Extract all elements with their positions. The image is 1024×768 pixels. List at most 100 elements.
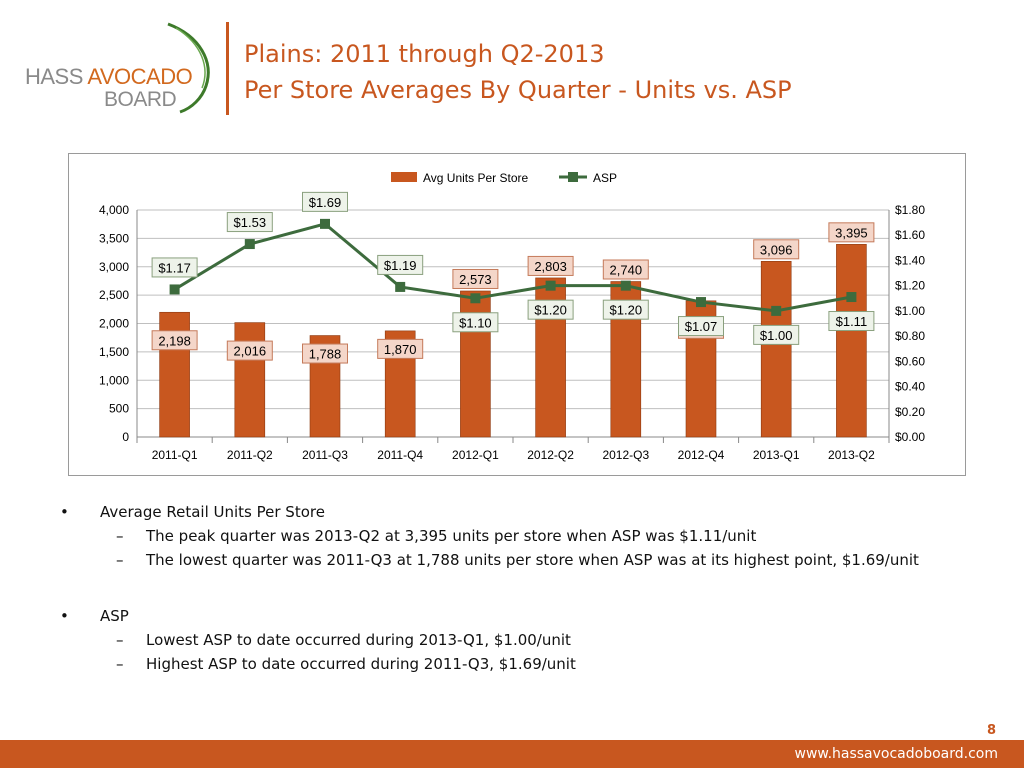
dash-glyph: – <box>116 551 124 569</box>
logo-line-1: HASS AVOCADO <box>25 64 193 89</box>
asp-value-label: $1.11 <box>836 314 868 329</box>
y2-tick-label: $0.80 <box>895 329 925 343</box>
sub-bullet-2-2: – Highest ASP to date occurred during 201… <box>60 652 960 676</box>
asp-value-label: $1.19 <box>384 258 417 273</box>
bar-value-label-box <box>226 340 273 361</box>
avocado-swoosh-icon <box>167 22 210 114</box>
asp-value-label: $1.69 <box>309 195 342 210</box>
title-line-1: Plains: 2011 through Q2-2013 <box>244 40 605 68</box>
x-tick-label: 2013-Q1 <box>753 448 800 462</box>
bar <box>234 322 266 438</box>
sub-bullet-1-2: – The lowest quarter was 2011-Q3 at 1,788… <box>60 548 960 572</box>
asp-value-label: $1.07 <box>685 319 718 334</box>
legend-label: ASP <box>593 171 617 185</box>
bar-value-label-box <box>452 268 499 289</box>
bar-value-label-box <box>828 222 875 243</box>
asp-value-label-box <box>226 212 273 233</box>
bullet-glyph: • <box>60 607 69 625</box>
y-tick-label: 1,000 <box>99 373 129 387</box>
y2-tick-label: $1.20 <box>895 279 925 293</box>
bar-value-label: 1,788 <box>309 347 342 362</box>
x-tick-label: 2012-Q2 <box>527 448 574 462</box>
title-line-2: Per Store Averages By Quarter - Units vs… <box>244 76 792 104</box>
asp-value-label-box <box>753 324 800 345</box>
y-tick-label: 500 <box>109 402 129 416</box>
asp-value-label-box <box>678 316 724 337</box>
sub-bullet-text: Lowest ASP to date occurred during 2013-… <box>146 631 571 649</box>
y-tick-label: 2,500 <box>99 288 129 302</box>
bar <box>836 244 867 438</box>
asp-value-label: $1.17 <box>158 260 191 275</box>
bullet-1: • Average Retail Units Per Store <box>60 500 960 524</box>
x-tick-label: 2011-Q4 <box>377 448 423 462</box>
bar-value-label: 3,096 <box>760 242 793 257</box>
sub-bullet-text: The peak quarter was 2013-Q2 at 3,395 un… <box>146 527 757 545</box>
y2-tick-label: $1.80 <box>895 203 925 217</box>
asp-value-label-box <box>828 311 875 332</box>
bar-value-label: 2,803 <box>534 259 567 274</box>
asp-line <box>173 222 852 313</box>
x-tick-label: 2011-Q2 <box>227 448 273 462</box>
asp-marker <box>620 280 631 291</box>
x-tick-label: 2011-Q3 <box>302 448 348 462</box>
sub-bullet-1-1: – The peak quarter was 2013-Q2 at 3,395 u… <box>60 524 960 548</box>
asp-marker <box>545 280 556 291</box>
bar-value-label: 3,395 <box>835 225 868 240</box>
y-tick-label: 1,500 <box>99 345 129 359</box>
bar-value-label: 2,573 <box>459 272 492 287</box>
bar-value-label-box <box>602 259 649 280</box>
asp-value-label-box <box>151 257 198 278</box>
asp-marker <box>244 239 255 250</box>
bullet-2: • ASP <box>60 604 960 628</box>
asp-marker <box>320 218 330 229</box>
hass-avocado-board-logo: HASS AVOCADO BOARD <box>22 22 222 114</box>
footer-url: www.hassavocadoboard.com <box>794 746 999 762</box>
asp-value-label: $1.53 <box>234 215 267 230</box>
asp-marker <box>771 305 782 316</box>
slide-title: Plains: 2011 through Q2-2013 Per Store A… <box>244 36 792 108</box>
bar-value-label-box <box>377 338 424 359</box>
bar-value-label-box <box>151 330 198 351</box>
y2-tick-label: $1.60 <box>895 228 925 242</box>
y-tick-label: 2,000 <box>99 317 129 331</box>
bar-value-label-box <box>753 239 800 260</box>
asp-value-label-box <box>452 312 499 333</box>
sub-bullet-text: The lowest quarter was 2011-Q3 at 1,788 … <box>146 551 919 569</box>
x-tick-label: 2012-Q3 <box>602 448 649 462</box>
y-tick-label: 0 <box>122 430 129 444</box>
asp-marker <box>169 284 180 295</box>
dash-glyph: – <box>116 655 124 673</box>
asp-value-label-box <box>377 254 424 275</box>
asp-value-label-box <box>602 299 649 320</box>
asp-marker <box>696 297 706 308</box>
y-tick-label: 4,000 <box>99 203 129 217</box>
legend-label: Avg Units Per Store <box>423 171 528 185</box>
bar-value-label: 1,870 <box>384 342 417 357</box>
bar-value-label-box <box>302 343 348 364</box>
footer-bar: www.hassavocadoboard.com <box>0 740 1024 768</box>
bullet-list: • Average Retail Units Per Store – The pea… <box>60 500 960 676</box>
bar-value-label: 2,016 <box>234 344 267 359</box>
page-number: 8 <box>986 723 996 738</box>
asp-value-label-box <box>527 299 574 320</box>
chart-frame: 0 500 1,000 1,500 2,000 2,500 3,000 3,500 4,000 $… <box>68 153 966 476</box>
y2-tick-label: $1.40 <box>895 253 925 267</box>
logo-line-2: BOARD <box>104 88 177 111</box>
bullet-text: Average Retail Units Per Store <box>100 503 325 521</box>
bar-value-label: 2,198 <box>158 333 191 348</box>
x-tick-label: 2011-Q1 <box>152 448 198 462</box>
units-vs-asp-chart: 0 500 1,000 1,500 2,000 2,500 3,000 3,500 4,000 $… <box>99 171 925 462</box>
legend-bar-swatch <box>391 172 417 182</box>
sub-bullet-2-1: – Lowest ASP to date occurred during 2013… <box>60 628 960 652</box>
asp-marker <box>846 292 857 303</box>
y-tick-label: 3,000 <box>99 260 129 274</box>
asp-value-label: $1.10 <box>459 315 492 330</box>
bullet-glyph: • <box>60 503 69 521</box>
bar-value-label: 2,740 <box>610 263 643 278</box>
bar <box>760 261 792 438</box>
asp-marker <box>395 281 406 292</box>
x-tick-label: 2012-Q1 <box>452 448 499 462</box>
y2-tick-label: $1.00 <box>895 304 925 318</box>
legend-line-marker <box>568 172 578 182</box>
bar-value-label-box <box>527 255 574 276</box>
